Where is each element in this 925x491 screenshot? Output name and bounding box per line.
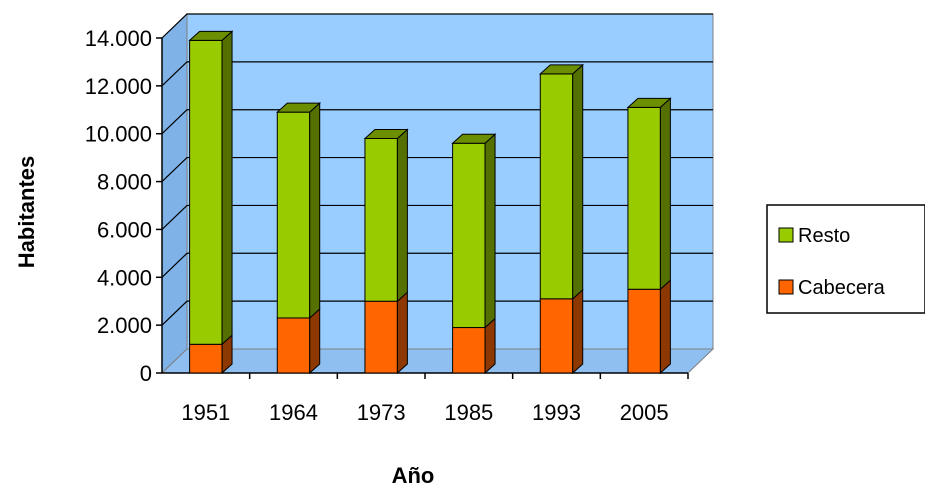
bar-top-resto-1951 [188, 30, 234, 41]
bar-side-resto-2005 [659, 97, 671, 291]
bar-side-cabecera-1993 [572, 288, 584, 375]
bar-cabecera-1985 [452, 327, 486, 374]
y-axis-title: Habitantes [14, 156, 39, 268]
x-tick-label-2005: 2005 [620, 400, 669, 425]
gridline [161, 13, 713, 39]
bar-side-resto-1985 [484, 133, 496, 329]
bar-cabecera-1993 [539, 298, 574, 374]
y-tick-label: 0 [140, 361, 152, 386]
y-tick-label: 4.000 [97, 265, 152, 290]
gridline [161, 204, 713, 230]
x-tick-labels: 1951 1964 1973 1985 1993 2005 [181, 400, 668, 425]
bar-top-resto-1973 [363, 129, 409, 139]
back-wall [186, 13, 714, 350]
bar-side-resto-1964 [309, 102, 321, 320]
bar-side-cabecera-2005 [659, 279, 671, 375]
y-tick-label: 6.000 [97, 217, 152, 242]
gridline [161, 109, 713, 135]
legend-swatch-resto [778, 227, 794, 243]
bar-resto-1964 [276, 111, 311, 319]
gridline [161, 252, 713, 278]
y-tick-label: 12.000 [85, 74, 152, 99]
bar-cabecera-2005 [627, 288, 661, 374]
bar-resto-1985 [452, 142, 486, 329]
bar-top-resto-2005 [626, 97, 672, 108]
x-tick-label-1951: 1951 [181, 400, 230, 425]
bar-cabecera-1973 [364, 300, 398, 374]
bar-top-resto-1993 [538, 64, 585, 75]
legend: Resto Cabecera [766, 204, 925, 314]
bar-side-cabecera-1964 [309, 307, 321, 375]
y-tick-label: 10.000 [85, 122, 152, 147]
gridline [161, 61, 713, 87]
bar-side-cabecera-1973 [396, 291, 408, 375]
legend-box [766, 204, 925, 314]
x-tick-label-1973: 1973 [357, 400, 406, 425]
bar-side-resto-1951 [221, 30, 233, 346]
bar-resto-2005 [627, 106, 661, 290]
gridline [161, 300, 713, 326]
bar-top-resto-1964 [275, 102, 322, 113]
y-tick-label: 8.000 [97, 170, 152, 195]
gridline [161, 156, 713, 183]
bar-resto-1973 [364, 138, 398, 302]
bar-resto-1951 [189, 39, 223, 345]
y-tick-label: 2.000 [97, 313, 152, 338]
bars [188, 30, 672, 375]
x-tick-label-1985: 1985 [444, 400, 493, 425]
y-tick-label: 14.000 [85, 26, 152, 51]
legend-swatch-cabecera [778, 279, 794, 295]
bar-side-resto-1973 [396, 128, 408, 303]
legend-label-resto: Resto [798, 225, 850, 247]
bar-cabecera-1951 [189, 343, 223, 374]
bar-side-resto-1993 [572, 63, 584, 300]
x-axis-title: Año [392, 463, 435, 488]
gridlines [161, 13, 713, 326]
bar-cabecera-1964 [276, 317, 311, 374]
x-tick-label-1993: 1993 [532, 400, 581, 425]
axes [156, 37, 689, 379]
bar-resto-1993 [539, 73, 574, 300]
plot-wall [160, 12, 715, 375]
bar-top-resto-1985 [451, 133, 497, 144]
legend-label-cabecera: Cabecera [798, 277, 886, 299]
side-wall [161, 12, 188, 375]
x-tick-label-1964: 1964 [269, 400, 318, 425]
y-tick-labels: 0 2.000 4.000 6.000 8.000 10.000 12.000 14.000 [85, 26, 152, 386]
